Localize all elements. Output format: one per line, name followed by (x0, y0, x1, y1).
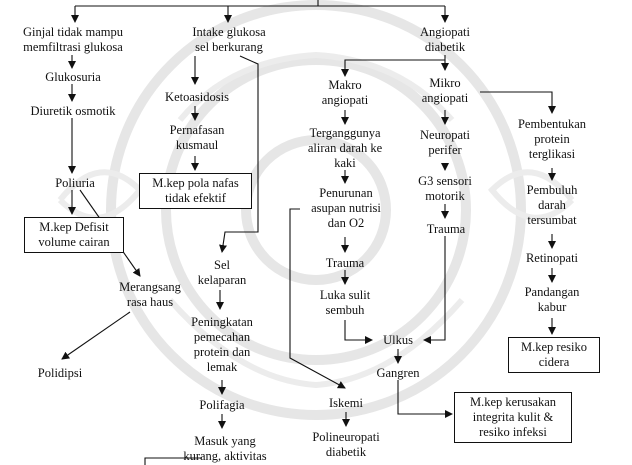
node-luka-sulit-sembuh: Luka sulit sembuh (319, 288, 371, 317)
node-mkep-defisit-volume-cairan: M.kep Defisit volume cairan (24, 217, 124, 253)
node-intake-glukosa: Intake glukosa sel berkurang (192, 25, 266, 54)
edge-merangsang-polidipsi (61, 311, 131, 360)
edge-penurunan-iskemi (289, 208, 346, 389)
node-ulkus: Ulkus (383, 333, 413, 347)
node-polineuropati-diabetik: Polineuropati diabetik (312, 430, 380, 459)
edge-luka-ulkus (344, 320, 373, 344)
node-peningkatan-pemecahan: Peningkatan pemecahan protein dan lemak (191, 315, 253, 374)
node-polifagia: Polifagia (199, 398, 245, 412)
node-angiopati-diabetik: Angiopati diabetik (420, 25, 470, 54)
node-pembuluh-darah: Pembuluh darah tersumbat (526, 183, 578, 227)
edge-gangren-kerusakan (397, 380, 453, 418)
node-penurunan-asupan: Penurunan asupan nutrisi dan O2 (311, 186, 381, 230)
node-retinopati: Retinopati (525, 251, 579, 265)
node-masuk-yang-kurang: Masuk yang kurang, aktivitas (183, 434, 267, 463)
edge-angiopati-split (341, 55, 446, 77)
node-iskemi: Iskemi (328, 396, 364, 410)
node-pandangan-kabur: Pandangan kabur (524, 285, 580, 314)
node-mkep-pola-nafas: M.kep pola nafas tidak efektif (139, 173, 252, 209)
node-gangren: Gangren (376, 366, 420, 380)
node-ketoasidosis: Ketoasidosis (165, 90, 229, 104)
node-trauma-makro: Trauma (325, 256, 365, 270)
node-glukosuria: Glukosuria (45, 70, 101, 84)
node-pembentukan-protein: Pembentukan protein terglikasi (517, 117, 587, 161)
node-poliuria: Poliuria (55, 176, 95, 190)
node-mikro-angiopati: Mikro angiopati (421, 76, 469, 105)
node-sel-kelaparan: Sel kelaparan (197, 258, 247, 287)
node-merangsang-rasa-haus: Merangsang rasa haus (119, 280, 181, 309)
node-trauma-mikro: Trauma (426, 222, 466, 236)
node-neuropati-perifer: Neuropati perifer (420, 128, 470, 157)
edge-mikro-pembentukan (480, 91, 556, 114)
node-terganggunya-aliran: Terganggunya aliran darah ke kaki (307, 126, 383, 170)
edge-masuk-partial (144, 457, 202, 465)
node-g3-sensori-motorik: G3 sensori motorik (418, 174, 472, 203)
node-pernafasan-kusmaul: Pernafasan kusmaul (169, 123, 225, 152)
node-polidipsi: Polidipsi (37, 366, 83, 380)
node-makro-angiopati: Makro angiopati (321, 78, 369, 107)
node-mkep-kerusakan-integrita: M.kep kerusakan integrita kulit & resiko… (454, 392, 572, 443)
node-ginjal: Ginjal tidak mampu memfiltrasi glukosa (23, 25, 123, 54)
node-diuretik-osmotik: Diuretik osmotik (30, 104, 116, 118)
edge-intake-sel (219, 55, 259, 253)
edge-trauma-ulkus (423, 236, 446, 344)
node-mkep-resiko-cidera: M.kep resiko cidera (508, 337, 600, 373)
